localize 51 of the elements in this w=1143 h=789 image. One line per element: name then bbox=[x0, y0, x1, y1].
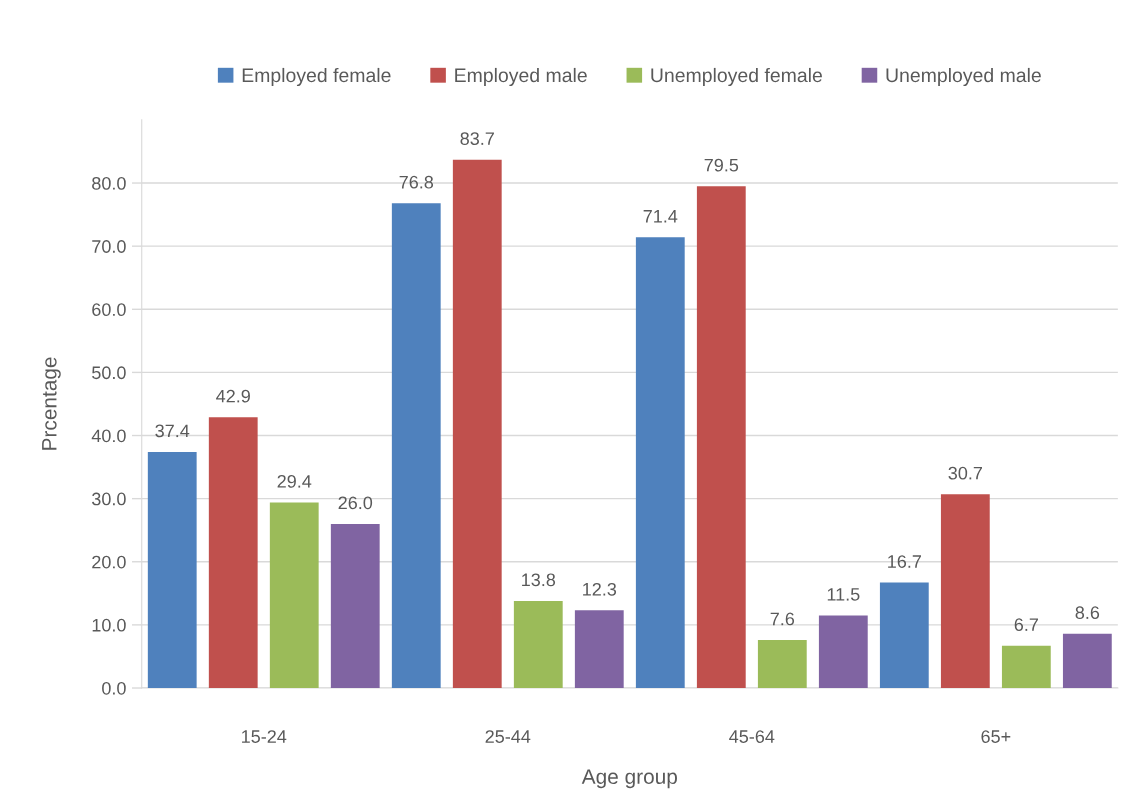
data-label: 13.8 bbox=[522, 573, 556, 587]
legend-label: Unemployed female bbox=[651, 67, 822, 87]
bar bbox=[696, 186, 746, 689]
y-tick-label: 70.0 bbox=[92, 240, 126, 253]
x-tick-label: 65+ bbox=[981, 730, 1011, 743]
bar bbox=[1001, 645, 1051, 689]
data-label: 76.8 bbox=[399, 175, 434, 189]
data-label: 42.9 bbox=[216, 389, 250, 403]
data-label: 16.7 bbox=[888, 555, 921, 568]
data-label: 8.6 bbox=[1075, 606, 1100, 620]
y-tick-label: 80.0 bbox=[92, 176, 126, 190]
y-tick-label: 50.0 bbox=[92, 366, 126, 380]
bar bbox=[818, 615, 868, 689]
bar bbox=[513, 600, 563, 689]
data-label: 71.4 bbox=[643, 210, 678, 223]
y-tick-label: 10.0 bbox=[92, 618, 126, 632]
y-tick-label: 0.0 bbox=[102, 681, 126, 695]
y-tick-label: 40.0 bbox=[91, 429, 126, 443]
y-tick-label: 60.0 bbox=[92, 303, 126, 317]
legend-label: Employed female bbox=[242, 67, 391, 87]
data-label: 7.6 bbox=[770, 612, 795, 626]
x-tick-label: 15-24 bbox=[242, 730, 287, 743]
y-tick-label: 20.0 bbox=[92, 555, 126, 569]
data-label: 79.5 bbox=[704, 158, 739, 172]
bar bbox=[635, 237, 685, 689]
data-label: 12.3 bbox=[583, 582, 617, 596]
bar bbox=[757, 640, 807, 689]
x-tick-label: 25-44 bbox=[485, 730, 531, 743]
y-axis-title: Prcentage bbox=[42, 357, 61, 450]
data-label: 37.4 bbox=[155, 424, 190, 438]
bar bbox=[391, 203, 441, 689]
data-label: 6.7 bbox=[1014, 618, 1038, 632]
legend-label: Unemployed male bbox=[886, 67, 1041, 87]
data-label: 29.4 bbox=[277, 474, 312, 488]
x-tick-label: 45-64 bbox=[729, 730, 775, 743]
bar bbox=[147, 451, 197, 689]
data-label: 26.0 bbox=[338, 496, 373, 510]
bar bbox=[330, 523, 380, 689]
bar bbox=[1062, 633, 1112, 689]
bar bbox=[269, 502, 319, 689]
y-tick-label: 30.0 bbox=[92, 492, 126, 506]
bar bbox=[452, 159, 502, 689]
data-label: 11.5 bbox=[827, 588, 860, 601]
bar bbox=[940, 494, 990, 689]
bar bbox=[879, 582, 929, 689]
x-axis-title: Age group bbox=[581, 769, 677, 789]
legend-label: Employed male bbox=[455, 67, 587, 87]
data-label: 30.7 bbox=[948, 466, 982, 480]
bar bbox=[208, 417, 258, 689]
data-label: 83.7 bbox=[460, 132, 494, 146]
bar bbox=[574, 610, 624, 689]
